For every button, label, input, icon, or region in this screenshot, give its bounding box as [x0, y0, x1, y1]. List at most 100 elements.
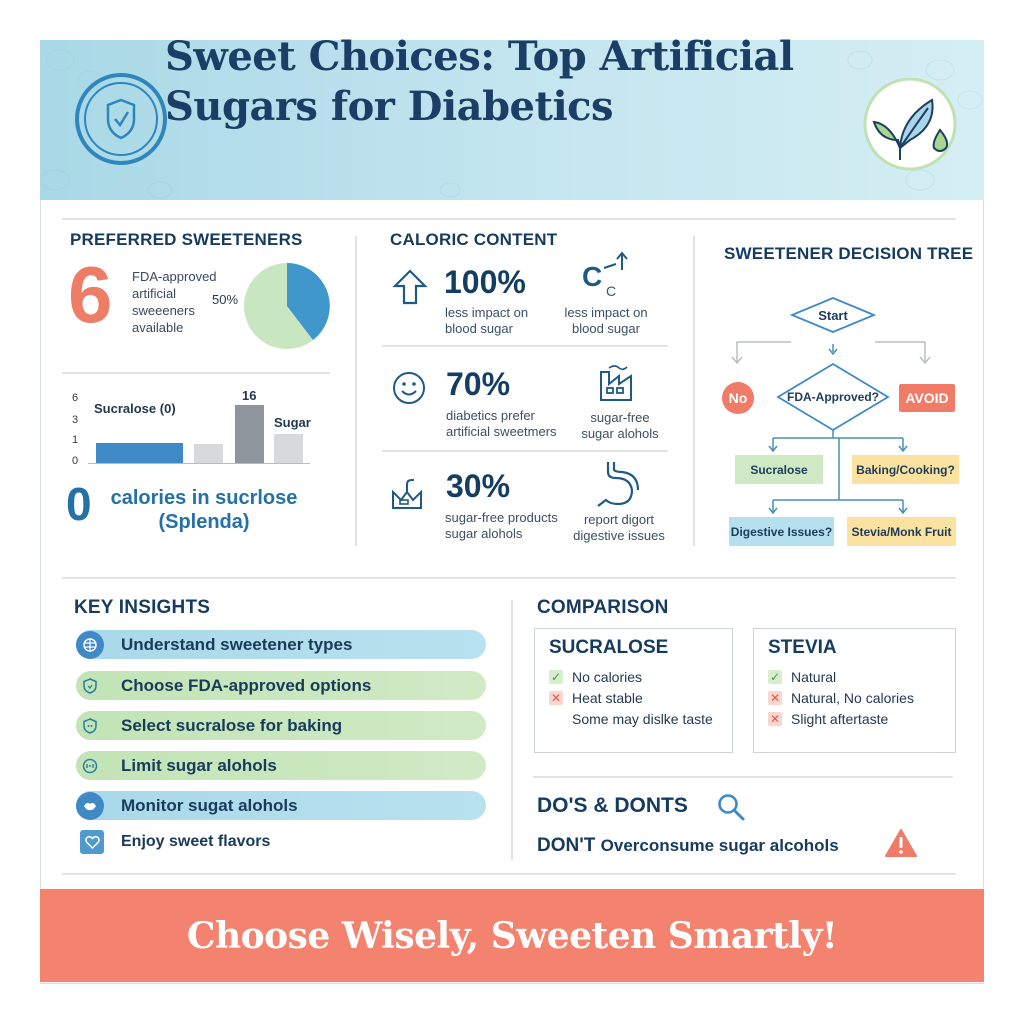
label-line: available	[132, 320, 184, 335]
calorie-bar-chart: 6 3 1 0 Sucralose (0) 16 Sugar	[70, 388, 320, 470]
caption-line: calories in sucrlose	[110, 487, 298, 509]
caption-line: blood sugar	[445, 321, 513, 336]
bar-label: Sugar	[274, 415, 311, 430]
brain-icon	[76, 630, 104, 659]
divider	[382, 450, 668, 452]
divider	[693, 236, 695, 546]
dont-text: Overconsume sugar alcohols	[600, 836, 839, 855]
caption-line: (Splenda)	[158, 511, 250, 533]
row-text: Natural, No calories	[791, 690, 914, 706]
y-tick: 6	[72, 392, 79, 404]
divider	[533, 776, 953, 778]
insight-item: Select sucralose for baking	[76, 711, 486, 740]
svg-text:C: C	[582, 261, 602, 292]
bar-sugar	[274, 434, 303, 463]
factory-smoke-icon	[392, 479, 422, 509]
check-icon: ✓	[768, 670, 782, 684]
stat-caption: sugar-free products sugar alohols	[445, 510, 558, 542]
comparison-row: ✓ Natural	[768, 669, 836, 685]
lips-icon	[76, 791, 104, 820]
stat-value: 30%	[446, 468, 511, 504]
insight-label: Understand sweetener types	[121, 634, 353, 654]
shield-icon	[76, 712, 104, 740]
tree-node-sucralose: Sucralose	[735, 455, 823, 484]
divider	[62, 577, 956, 579]
factory-icon	[600, 365, 632, 401]
heart-icon	[80, 830, 104, 854]
insight-item: Understand sweetener types	[76, 630, 486, 659]
svg-text:C: C	[606, 283, 616, 299]
gauge-icon	[76, 752, 104, 780]
label-line: artificial	[132, 286, 177, 301]
stomach-icon	[597, 462, 640, 507]
insight-label: Enjoy sweet flavors	[121, 833, 271, 850]
zero-number: 0	[66, 478, 92, 530]
cross-icon: ✕	[768, 712, 782, 726]
stat-caption: less impact on blood sugar	[445, 305, 528, 337]
insight-label: Choose FDA-approved options	[121, 675, 372, 695]
insight-item: Choose FDA-approved options	[76, 671, 486, 700]
label-line: FDA-approved	[132, 269, 217, 284]
tree-node-baking: Baking/Cooking?	[852, 455, 959, 484]
zero-caption: calories in sucrlose (Splenda)	[104, 486, 304, 534]
row-text: Slight aftertaste	[791, 711, 889, 727]
page-title: Sweet Choices: Top Artificial Sugars for…	[165, 32, 794, 132]
tree-node-stevia: Stevia/Monk Fruit	[847, 517, 956, 546]
stat-value: 70%	[446, 366, 511, 402]
side-caption: sugar-free sugar alohols	[570, 410, 670, 442]
caption-line: artificial sweetmers	[446, 424, 557, 439]
caption-line: report digort	[583, 512, 655, 527]
header-banner	[40, 40, 984, 200]
row-text: Heat stable	[572, 690, 643, 706]
search-icon	[718, 794, 745, 821]
tree-node-no: No	[722, 382, 754, 414]
blank-mark	[549, 712, 563, 726]
caption-line: less impact on	[564, 305, 648, 320]
divider	[62, 218, 956, 220]
divider	[511, 600, 513, 860]
stat-caption: diabetics prefer artificial sweetmers	[446, 408, 557, 440]
caption-line: diabetics prefer	[446, 408, 535, 423]
footer-banner: Choose Wisely, Sweeten Smartly!	[40, 889, 984, 982]
caption-line: sugar alohols	[581, 426, 659, 441]
comparison-row: ✓ No calories	[549, 669, 642, 685]
row-text: Natural	[791, 669, 837, 685]
insight-label: Limit sugar alohols	[121, 755, 277, 775]
dont-label: DON'T	[537, 835, 596, 856]
insight-item: Limit sugar alohols	[76, 751, 486, 780]
cross-icon: ✕	[549, 691, 563, 705]
insight-label: Select sucralose for baking	[121, 715, 343, 735]
title-line-1: Sweet Choices: Top Artificial	[165, 33, 794, 80]
smiley-icon	[393, 372, 425, 404]
comparison-row: ✕ Natural, No calories	[768, 690, 914, 706]
comparison-title: COMPARISON	[537, 597, 669, 618]
shield-icon	[76, 672, 104, 700]
caption-line: less impact on	[445, 305, 529, 320]
background-pattern	[40, 49, 983, 199]
bar-label: Sucralose (0)	[94, 401, 176, 416]
tree-node-digestive: Digestive Issues?	[729, 517, 834, 546]
cross-icon: ✕	[768, 691, 782, 705]
preferred-title: PREFERRED SWEETENERS	[70, 230, 303, 249]
x-axis	[88, 463, 310, 464]
dos-donts-title: DO'S & DONTS	[537, 794, 688, 817]
tree-node-fda-approved: FDA-Approved?	[787, 390, 879, 404]
row-text: No calories	[572, 669, 643, 685]
warning-icon	[885, 829, 917, 857]
side-caption: less impact on blood sugar	[560, 305, 652, 337]
caloric-title: CALORIC CONTENT	[390, 230, 558, 249]
caption-line: sugar-free	[590, 410, 650, 425]
caption-line: blood sugar	[572, 321, 640, 336]
big-number-label: FDA-approved artificial sweeeners availa…	[132, 268, 232, 336]
check-icon: ✓	[549, 670, 563, 684]
caption-line: digestive issues	[573, 528, 665, 543]
card-title: STEVIA	[768, 637, 837, 658]
bar	[194, 444, 223, 463]
bar-sucralose	[96, 443, 183, 463]
insight-item: Monitor sugat alohols	[76, 791, 486, 820]
y-tick: 0	[72, 455, 79, 467]
arrow-up-icon	[392, 269, 428, 305]
caption-line: sugar-free products	[445, 510, 558, 525]
divider	[62, 873, 956, 875]
carbon-molecule-icon: C C	[582, 251, 628, 299]
